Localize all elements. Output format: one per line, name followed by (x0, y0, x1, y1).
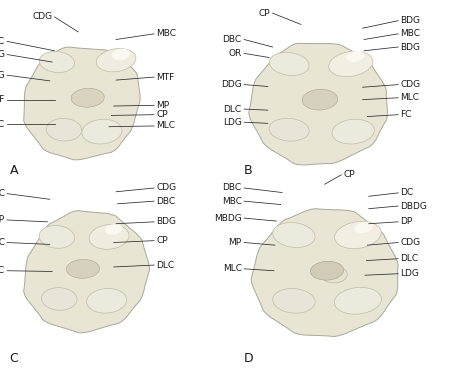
Text: C: C (9, 352, 18, 365)
Text: DDG: DDG (0, 71, 5, 80)
Ellipse shape (42, 288, 77, 310)
Text: BDG: BDG (0, 50, 5, 59)
Ellipse shape (46, 118, 82, 141)
Ellipse shape (105, 224, 123, 235)
Ellipse shape (354, 222, 373, 233)
Ellipse shape (66, 259, 100, 278)
Text: LDG: LDG (401, 269, 419, 278)
Text: DLC: DLC (224, 105, 242, 114)
Text: DLC: DLC (401, 254, 419, 263)
Text: FC: FC (401, 110, 412, 119)
Ellipse shape (273, 223, 315, 247)
Ellipse shape (87, 288, 127, 313)
Text: LDG: LDG (223, 118, 242, 127)
Ellipse shape (328, 51, 373, 77)
Text: DTF: DTF (0, 95, 5, 104)
Text: CDG: CDG (401, 80, 420, 89)
PathPatch shape (249, 43, 387, 165)
PathPatch shape (251, 209, 398, 337)
Text: DLC: DLC (0, 120, 5, 129)
Text: DBC: DBC (0, 37, 5, 46)
Text: CP: CP (258, 9, 270, 18)
Ellipse shape (346, 51, 365, 62)
Ellipse shape (96, 49, 136, 72)
Text: DBC: DBC (156, 197, 175, 206)
Ellipse shape (332, 119, 374, 144)
Text: MBC: MBC (222, 197, 242, 206)
Ellipse shape (334, 287, 382, 314)
Text: DLC: DLC (156, 261, 174, 270)
Text: BDG: BDG (401, 16, 420, 25)
Ellipse shape (39, 52, 74, 73)
Text: MBDG: MBDG (214, 214, 242, 223)
Text: DBC: DBC (223, 35, 242, 44)
Text: CDG: CDG (32, 12, 52, 21)
Text: MBC: MBC (0, 189, 5, 198)
PathPatch shape (24, 211, 149, 333)
Ellipse shape (89, 224, 129, 249)
PathPatch shape (24, 47, 140, 160)
Ellipse shape (82, 119, 122, 144)
Text: MP: MP (228, 238, 242, 247)
Ellipse shape (273, 288, 315, 313)
Text: MBC: MBC (156, 29, 176, 38)
Text: MTF: MTF (156, 73, 175, 82)
Ellipse shape (321, 266, 347, 283)
Text: CP: CP (156, 110, 168, 119)
Ellipse shape (310, 261, 344, 280)
Text: MLC: MLC (401, 93, 419, 102)
Text: DBDG: DBDG (401, 202, 428, 211)
Text: DBC: DBC (223, 183, 242, 193)
Ellipse shape (269, 52, 309, 76)
Text: MLC: MLC (0, 238, 5, 247)
Text: DP: DP (401, 217, 413, 226)
Text: DC: DC (401, 188, 414, 197)
Text: LDC: LDC (0, 266, 5, 275)
Text: DDG: DDG (221, 80, 242, 89)
Text: CP: CP (156, 236, 168, 245)
Ellipse shape (39, 226, 74, 248)
Text: D: D (244, 352, 254, 365)
Text: MP: MP (156, 101, 170, 110)
Text: OR: OR (228, 49, 242, 58)
Text: MBC: MBC (401, 29, 420, 38)
Ellipse shape (71, 88, 104, 107)
Ellipse shape (335, 221, 381, 249)
Text: BDG: BDG (401, 42, 420, 52)
Text: CDG: CDG (401, 238, 420, 247)
Text: MP: MP (0, 215, 5, 224)
Text: B: B (244, 164, 253, 177)
Text: MLC: MLC (156, 121, 175, 130)
Text: A: A (9, 164, 18, 177)
Text: CP: CP (344, 170, 356, 179)
Text: MLC: MLC (223, 264, 242, 273)
Ellipse shape (112, 49, 130, 61)
Text: BDG: BDG (156, 217, 176, 226)
Ellipse shape (302, 89, 337, 110)
Text: CDG: CDG (156, 183, 176, 193)
Ellipse shape (269, 118, 309, 141)
